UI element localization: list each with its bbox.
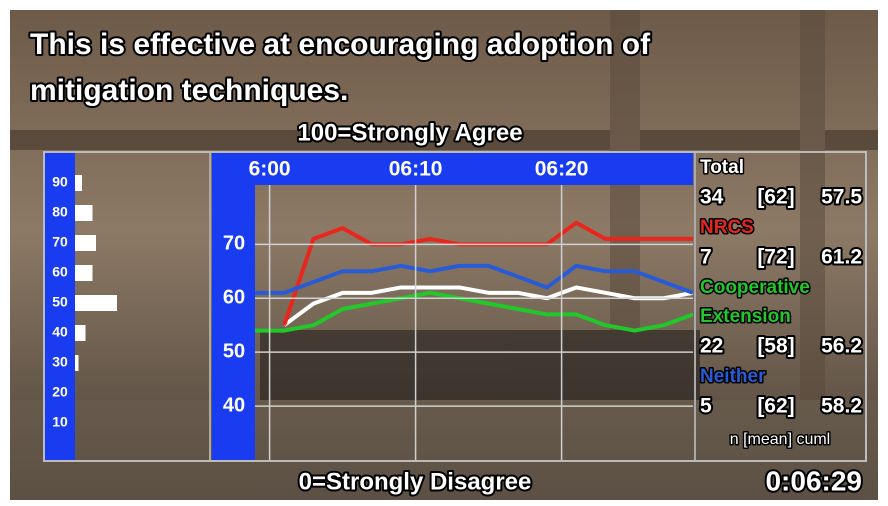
histogram-label: 80 bbox=[52, 204, 68, 220]
bar bbox=[75, 235, 96, 251]
legend-entry: Neither bbox=[700, 366, 766, 387]
stat-mean: [58] bbox=[757, 335, 794, 358]
legend-entry: NRCS bbox=[700, 217, 754, 238]
histogram-label: 60 bbox=[52, 264, 68, 280]
timer: 0:06:29 bbox=[765, 465, 862, 496]
stat-mean: [62] bbox=[757, 395, 794, 418]
stat-mean: [72] bbox=[757, 246, 794, 269]
histogram-label: 50 bbox=[52, 294, 68, 310]
stat-cuml: 57.5 bbox=[821, 186, 862, 209]
stat-n: 7 bbox=[700, 246, 712, 269]
legend-entry: Total bbox=[700, 157, 744, 178]
caption-line: This is effective at encouraging adoptio… bbox=[30, 28, 651, 61]
y-tick-label: 50 bbox=[223, 340, 245, 362]
histogram-label: 40 bbox=[52, 324, 68, 340]
bar bbox=[75, 295, 117, 311]
histogram-label: 90 bbox=[52, 174, 68, 190]
histogram-label: 20 bbox=[52, 384, 68, 400]
bar bbox=[75, 205, 93, 221]
stat-n: 22 bbox=[700, 335, 723, 358]
bar bbox=[75, 355, 79, 371]
bar bbox=[75, 175, 82, 191]
stat-cuml: 56.2 bbox=[821, 335, 862, 358]
x-tick-label: 06:10 bbox=[389, 158, 443, 181]
stat-mean: [62] bbox=[757, 186, 794, 209]
caption-line: mitigation techniques. bbox=[30, 74, 348, 107]
y-tick-label: 70 bbox=[223, 233, 245, 255]
stat-cuml: 58.2 bbox=[821, 395, 862, 418]
histogram-label: 30 bbox=[52, 354, 68, 370]
histogram-label: 70 bbox=[52, 234, 68, 250]
x-tick-label: 6:00 bbox=[249, 158, 291, 181]
histogram-label: 10 bbox=[52, 414, 68, 430]
stats-header: n [mean] cuml bbox=[730, 431, 830, 448]
x-tick-label: 06:20 bbox=[535, 158, 589, 181]
stat-n: 34 bbox=[700, 186, 724, 209]
bar bbox=[75, 325, 86, 341]
y-tick-label: 40 bbox=[223, 394, 245, 416]
stat-n: 5 bbox=[700, 395, 712, 418]
top-label: 100=Strongly Agree bbox=[297, 119, 522, 146]
bar bbox=[75, 265, 93, 281]
stat-cuml: 61.2 bbox=[821, 246, 862, 269]
screen: This is effective at encouraging adoptio… bbox=[0, 0, 888, 506]
y-tick-label: 60 bbox=[223, 287, 245, 309]
bottom-label: 0=Strongly Disagree bbox=[299, 468, 532, 495]
